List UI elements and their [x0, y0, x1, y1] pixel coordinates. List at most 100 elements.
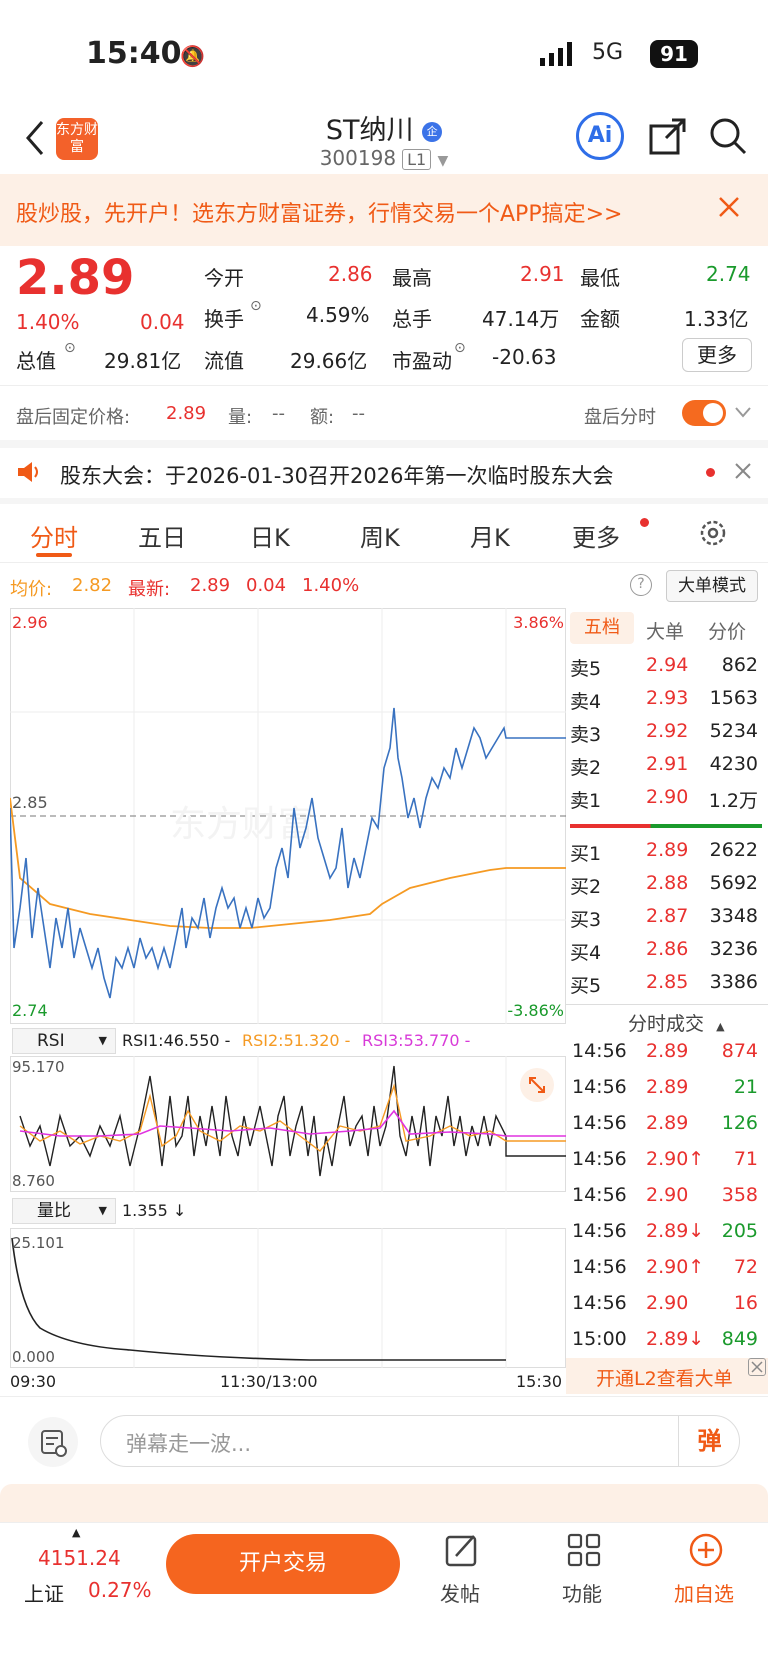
tab-five-level[interactable]: 五档: [570, 612, 634, 644]
chart-bottom-right: -3.86%: [507, 1001, 564, 1020]
vr-selector-label: 量比: [37, 1201, 71, 1221]
label-float-value: 流值: [204, 349, 244, 373]
network-label: 5G: [592, 40, 624, 65]
stock-code: 300198: [319, 146, 397, 170]
rsi-selector[interactable]: RSI ▼: [12, 1028, 116, 1054]
buy-vol-5: 3386: [709, 971, 758, 993]
rsi2-value: RSI2:51.320 -: [242, 1031, 351, 1050]
danmu-send-button[interactable]: 弹: [678, 1416, 740, 1466]
open-account-button[interactable]: 开户交易: [166, 1534, 400, 1594]
tick-vol: 126: [721, 1112, 758, 1134]
avg-label: 均价:: [10, 579, 53, 600]
expand-icon[interactable]: [520, 1068, 554, 1102]
add-watchlist-icon[interactable]: [688, 1532, 724, 1572]
tick-time: 14:56: [572, 1256, 627, 1278]
function-label[interactable]: 功能: [562, 1582, 602, 1606]
info-icon[interactable]: ⊙: [454, 340, 466, 356]
tick-time: 14:56: [572, 1040, 627, 1062]
stock-code-row[interactable]: 300198 L1 ▼: [0, 146, 768, 170]
volume-ratio-chart[interactable]: 25.101 0.000: [10, 1228, 566, 1368]
index-pct[interactable]: 0.27%: [88, 1578, 152, 1602]
l2-promo[interactable]: [566, 1358, 768, 1394]
tab-monthly-k[interactable]: 月K: [470, 524, 510, 552]
tick-vol: 874: [721, 1040, 758, 1062]
post-label[interactable]: 发帖: [440, 1582, 480, 1606]
value-low: 2.74: [706, 262, 751, 286]
tab-big-order[interactable]: 大单: [646, 621, 685, 643]
tab-intraday[interactable]: 分时: [30, 524, 78, 552]
tick-price: 2.89: [646, 1076, 689, 1098]
share-icon[interactable]: [648, 116, 688, 160]
label-volume: 总手: [392, 307, 432, 331]
info-icon[interactable]: ⊙: [64, 340, 76, 356]
avg-value: 2.82: [72, 575, 113, 596]
rsi-chart[interactable]: 95.170 8.760: [10, 1056, 566, 1192]
ai-icon[interactable]: Ai: [576, 112, 624, 160]
latest-pct: 1.40%: [302, 575, 360, 596]
add-watchlist-label[interactable]: 加自选: [674, 1582, 734, 1606]
tick-vol: 205: [721, 1220, 758, 1242]
promo-banner[interactable]: [0, 174, 768, 246]
divider: [0, 440, 768, 448]
promo-banner-text[interactable]: 股炒股，先开户！选东方财富证券，行情交易一个APP搞定>>: [16, 202, 623, 227]
close-icon[interactable]: [748, 1358, 766, 1376]
back-icon[interactable]: [22, 118, 48, 162]
sell-price-4: 2.93: [646, 687, 689, 709]
buy-price-4: 2.86: [646, 938, 689, 960]
change-percent: 1.40%: [16, 310, 80, 334]
unread-dot: [706, 468, 715, 477]
function-icon[interactable]: [566, 1532, 602, 1572]
gear-icon[interactable]: [698, 518, 728, 552]
close-icon[interactable]: [734, 462, 752, 484]
tab-weekly-k[interactable]: 周K: [360, 524, 400, 552]
time-end: 15:30: [516, 1372, 563, 1391]
chevron-down-icon[interactable]: [734, 404, 752, 423]
divider: [566, 1004, 768, 1005]
value-float-value: 29.66亿: [290, 349, 368, 373]
price-chart[interactable]: 东方财富 2.96 3.86% 2.85 2.74 -3.86%: [10, 608, 566, 1024]
value-total-value: 29.81亿: [104, 349, 182, 373]
index-name[interactable]: 上证: [24, 1582, 64, 1606]
vr-selector[interactable]: 量比 ▼: [12, 1198, 116, 1224]
after-hours-toggle[interactable]: [682, 400, 726, 426]
tick-vol: 16: [733, 1292, 758, 1314]
ticks-title[interactable]: 分时成交 ▲: [628, 1009, 725, 1036]
index-value[interactable]: 4151.24: [38, 1546, 121, 1570]
more-button[interactable]: 更多: [682, 338, 752, 372]
sell-label-5: 卖5: [570, 658, 602, 680]
danmu-settings-icon[interactable]: [28, 1417, 78, 1467]
ticks-title-label: 分时成交: [628, 1013, 705, 1035]
danmu-input[interactable]: [100, 1415, 740, 1467]
current-price: 2.89: [16, 250, 135, 306]
notice-text[interactable]: 股东大会：于2026-01-30召开2026年第一次临时股东大会: [60, 464, 614, 488]
sell-vol-5: 862: [721, 654, 758, 676]
divider: [0, 1396, 768, 1397]
tab-daily-k[interactable]: 日K: [250, 524, 290, 552]
tab-five-day[interactable]: 五日: [138, 524, 186, 552]
enterprise-badge: 企: [422, 121, 443, 142]
tick-time: 14:56: [572, 1292, 627, 1314]
after-hours-amt: --: [352, 403, 365, 424]
buy-price-1: 2.89: [646, 839, 689, 861]
tab-price-dist[interactable]: 分价: [708, 621, 747, 643]
search-icon[interactable]: [708, 116, 748, 160]
tick-vol: 849: [721, 1328, 758, 1350]
big-order-mode-button[interactable]: 大单模式: [666, 570, 758, 602]
divider: [0, 385, 768, 386]
latest-value: 2.89: [190, 575, 231, 596]
label-amount: 金额: [580, 307, 620, 331]
help-icon[interactable]: ?: [630, 574, 652, 596]
latest-label: 最新:: [128, 579, 171, 600]
value-open: 2.86: [328, 262, 373, 286]
l2-promo-text[interactable]: 开通L2查看大单: [596, 1368, 733, 1390]
post-icon[interactable]: [444, 1532, 480, 1572]
tab-more[interactable]: 更多: [572, 524, 620, 552]
chart-mid: 2.85: [12, 793, 48, 812]
rsi1-value: RSI1:46.550 -: [122, 1031, 231, 1050]
level-badge: L1: [402, 149, 432, 170]
close-icon[interactable]: [718, 196, 740, 222]
time-mid: 11:30/13:00: [220, 1372, 318, 1391]
tick-time: 14:56: [572, 1220, 627, 1242]
info-icon[interactable]: ⊙: [250, 298, 262, 314]
latest-change: 0.04: [246, 575, 287, 596]
